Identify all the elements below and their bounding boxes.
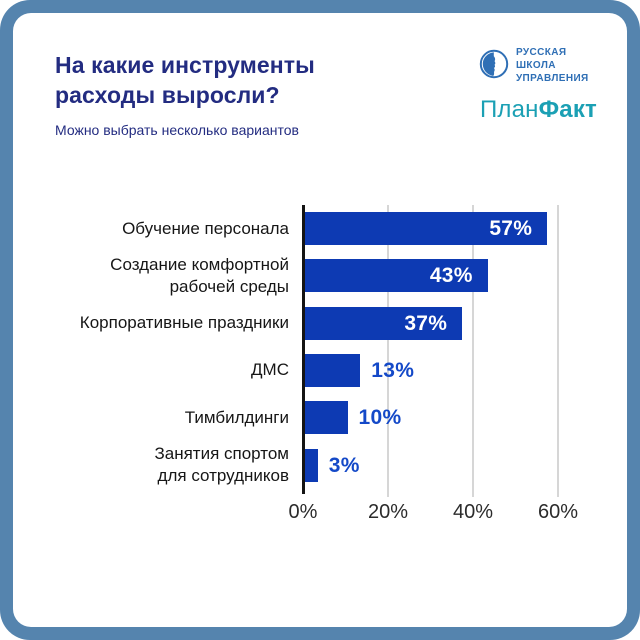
category-label: Обучение персонала — [122, 218, 289, 238]
x-tick-label: 20% — [367, 501, 409, 523]
gridline — [472, 205, 474, 497]
category-label: Тимбилдинги — [184, 407, 289, 427]
x-tick-label: 60% — [537, 501, 579, 523]
page-title: На какие инструменты расходы выросли? — [55, 52, 315, 109]
logos: РУССКАЯ ШКОЛА УПРАВЛЕНИЯ ПланФакт — [479, 47, 597, 124]
rsu-logo-text: РУССКАЯ ШКОЛА УПРАВЛЕНИЯ — [516, 47, 589, 85]
x-tick-label: 0% — [288, 501, 318, 523]
bar — [305, 306, 463, 340]
page-subtitle: Можно выбрать несколько вариантов — [55, 121, 299, 138]
bar — [305, 353, 361, 387]
category-label: Корпоративные праздники — [79, 313, 289, 333]
rsu-logo: РУССКАЯ ШКОЛА УПРАВЛЕНИЯ — [479, 47, 589, 85]
planfact-logo-part2: Факт — [538, 96, 597, 124]
rsu-line-3: УПРАВЛЕНИЯ — [515, 72, 589, 84]
planfact-logo-part1: План — [479, 96, 539, 124]
bar — [305, 448, 318, 482]
bar — [305, 259, 488, 293]
x-tick-label: 40% — [452, 501, 494, 523]
rsu-line-1: РУССКАЯ — [515, 47, 567, 58]
bar-value-label: 57% — [489, 217, 533, 240]
header: На какие инструменты расходы выросли? Мо… — [55, 47, 597, 138]
category-label: Занятия спортом для сотрудников — [154, 443, 289, 485]
bar-value-label: 43% — [429, 264, 473, 288]
infographic-card: На какие инструменты расходы выросли? Мо… — [13, 13, 627, 627]
bar-value-label: 37% — [404, 311, 448, 335]
planfact-logo: ПланФакт — [480, 96, 597, 124]
plot-area: 0% 20% 40% 60% Обучение персонала 57% Создание… — [13, 205, 627, 535]
rsu-line-2: ШКОЛА — [515, 59, 556, 71]
y-axis-line — [302, 205, 305, 494]
bar-value-label: 10% — [358, 406, 402, 430]
category-label: Создание комфортной рабочей среды — [110, 254, 289, 296]
gridline — [387, 205, 389, 497]
gridline — [557, 205, 559, 497]
title-block: На какие инструменты расходы выросли? Мо… — [55, 47, 365, 138]
bar — [305, 401, 348, 435]
bar-value-label: 3% — [328, 453, 360, 477]
category-label: ДМС — [251, 360, 289, 380]
bar — [305, 212, 548, 245]
rsu-face-icon — [479, 49, 509, 84]
bar-value-label: 13% — [371, 358, 415, 382]
